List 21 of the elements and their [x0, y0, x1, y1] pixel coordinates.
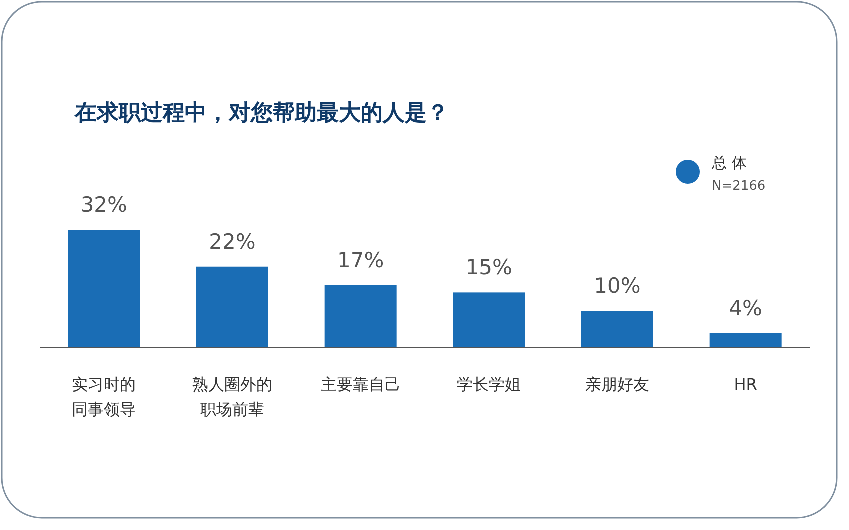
data-label: 32% — [80, 193, 128, 217]
data-label: 4% — [729, 296, 762, 320]
bar — [710, 333, 782, 348]
bar — [68, 230, 140, 348]
data-label: 15% — [466, 256, 513, 280]
chart-title: 在求职过程中，对您帮助最大的人是？ — [74, 101, 449, 126]
x-tick-label: 学长学姐 — [457, 375, 522, 394]
data-label: 10% — [594, 274, 641, 298]
data-label: 17% — [337, 248, 384, 272]
bar — [196, 266, 268, 348]
x-tick-label: 主要靠自己 — [320, 375, 401, 394]
x-tick-label: 亲朋好友 — [586, 375, 650, 394]
x-tick-label: HR — [734, 375, 758, 394]
data-label: 22% — [209, 230, 256, 254]
bar — [453, 292, 526, 348]
text: N=2166 — [712, 179, 766, 194]
bar — [324, 285, 397, 348]
x-tick-label: 熟人圈外的职场前辈 — [192, 375, 272, 419]
x-tick-label: 实习时的同事领导 — [72, 375, 136, 419]
legend-label: 总 体 — [711, 154, 747, 172]
bar — [582, 311, 654, 348]
